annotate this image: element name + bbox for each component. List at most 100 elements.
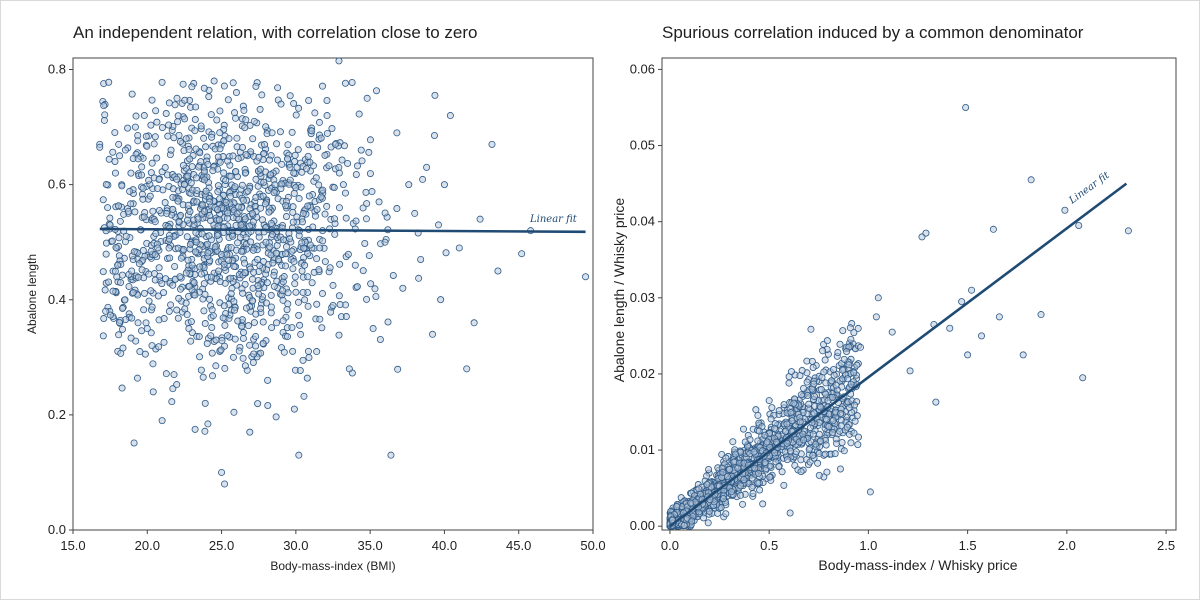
data-point — [703, 472, 711, 480]
data-point — [932, 398, 940, 406]
data-point — [308, 279, 316, 287]
data-point — [187, 337, 195, 345]
data-point — [847, 380, 855, 388]
data-point — [115, 252, 123, 260]
data-point — [470, 319, 478, 327]
data-point — [817, 385, 825, 393]
data-point — [294, 298, 302, 306]
data-point — [136, 348, 144, 356]
data-point — [216, 158, 224, 166]
data-point — [335, 204, 343, 212]
data-point — [258, 91, 266, 99]
data-point — [176, 273, 184, 281]
data-point — [147, 169, 155, 177]
data-point — [778, 468, 786, 476]
data-point — [830, 365, 838, 373]
data-point — [995, 313, 1003, 321]
data-point — [231, 183, 239, 191]
data-point — [239, 143, 247, 151]
data-point — [729, 438, 737, 446]
data-point — [732, 450, 740, 458]
data-point — [177, 285, 185, 293]
data-point — [286, 163, 294, 171]
data-point — [138, 163, 146, 171]
data-point — [239, 289, 247, 297]
data-point — [854, 441, 862, 449]
data-point — [201, 320, 209, 328]
data-point — [740, 476, 748, 484]
data-point — [815, 430, 823, 438]
data-point — [134, 155, 142, 163]
data-point — [238, 247, 246, 255]
data-point — [232, 168, 240, 176]
data-point — [100, 315, 108, 323]
data-point — [296, 366, 304, 374]
data-point — [260, 150, 268, 158]
data-point — [114, 261, 122, 269]
data-point — [363, 94, 371, 102]
data-point — [237, 221, 245, 229]
data-point — [292, 111, 300, 119]
data-point — [184, 172, 192, 180]
x-tick-label: 15.0 — [60, 538, 85, 553]
data-point — [1037, 311, 1045, 319]
data-point — [752, 406, 760, 414]
data-point — [177, 211, 185, 219]
data-point — [323, 112, 331, 120]
data-point — [174, 112, 182, 120]
data-point — [181, 96, 189, 104]
data-point — [411, 209, 419, 217]
data-point — [311, 212, 319, 220]
data-point — [201, 427, 209, 435]
data-point — [232, 89, 240, 97]
data-point — [115, 318, 123, 326]
data-point — [371, 285, 379, 293]
data-point — [140, 289, 148, 297]
data-point — [252, 82, 260, 90]
data-point — [192, 238, 200, 246]
data-point — [115, 202, 123, 210]
data-point — [847, 439, 855, 447]
data-point — [138, 266, 146, 274]
data-point — [134, 319, 142, 327]
data-point — [265, 208, 273, 216]
data-point — [208, 324, 216, 332]
x-ticks-left: 15.0 20.0 25.0 30.0 35.0 40.0 45.0 50.0 — [60, 530, 606, 553]
data-point — [353, 283, 361, 291]
data-point — [362, 215, 370, 223]
data-point — [342, 313, 350, 321]
data-point — [844, 375, 852, 383]
data-point — [318, 290, 326, 298]
data-point — [705, 465, 713, 473]
data-point — [140, 112, 148, 120]
data-point — [759, 500, 767, 508]
data-point — [271, 181, 279, 189]
chart-ratio-spurious: Spurious correlation induced by a common… — [611, 23, 1177, 573]
data-point — [843, 348, 851, 356]
data-point — [274, 84, 282, 92]
data-point — [229, 232, 237, 240]
data-point — [115, 331, 123, 339]
data-point — [958, 298, 966, 306]
data-point — [246, 341, 254, 349]
data-point — [148, 159, 156, 167]
data-point — [832, 381, 840, 389]
data-point — [308, 140, 316, 148]
data-point — [186, 240, 194, 248]
data-point — [821, 450, 829, 458]
data-point — [761, 458, 769, 466]
data-point — [688, 517, 696, 525]
x-tick-label: 35.0 — [357, 538, 382, 553]
data-point — [121, 146, 129, 154]
data-point — [800, 436, 808, 444]
x-tick-label: 2.5 — [1157, 538, 1175, 553]
data-point — [810, 380, 818, 388]
data-point — [176, 138, 184, 146]
data-point — [853, 412, 861, 420]
plot-area-right — [661, 57, 1177, 531]
data-point — [321, 151, 329, 159]
data-point — [217, 250, 225, 258]
data-point — [124, 207, 132, 215]
data-point — [822, 441, 830, 449]
data-point — [213, 231, 221, 239]
